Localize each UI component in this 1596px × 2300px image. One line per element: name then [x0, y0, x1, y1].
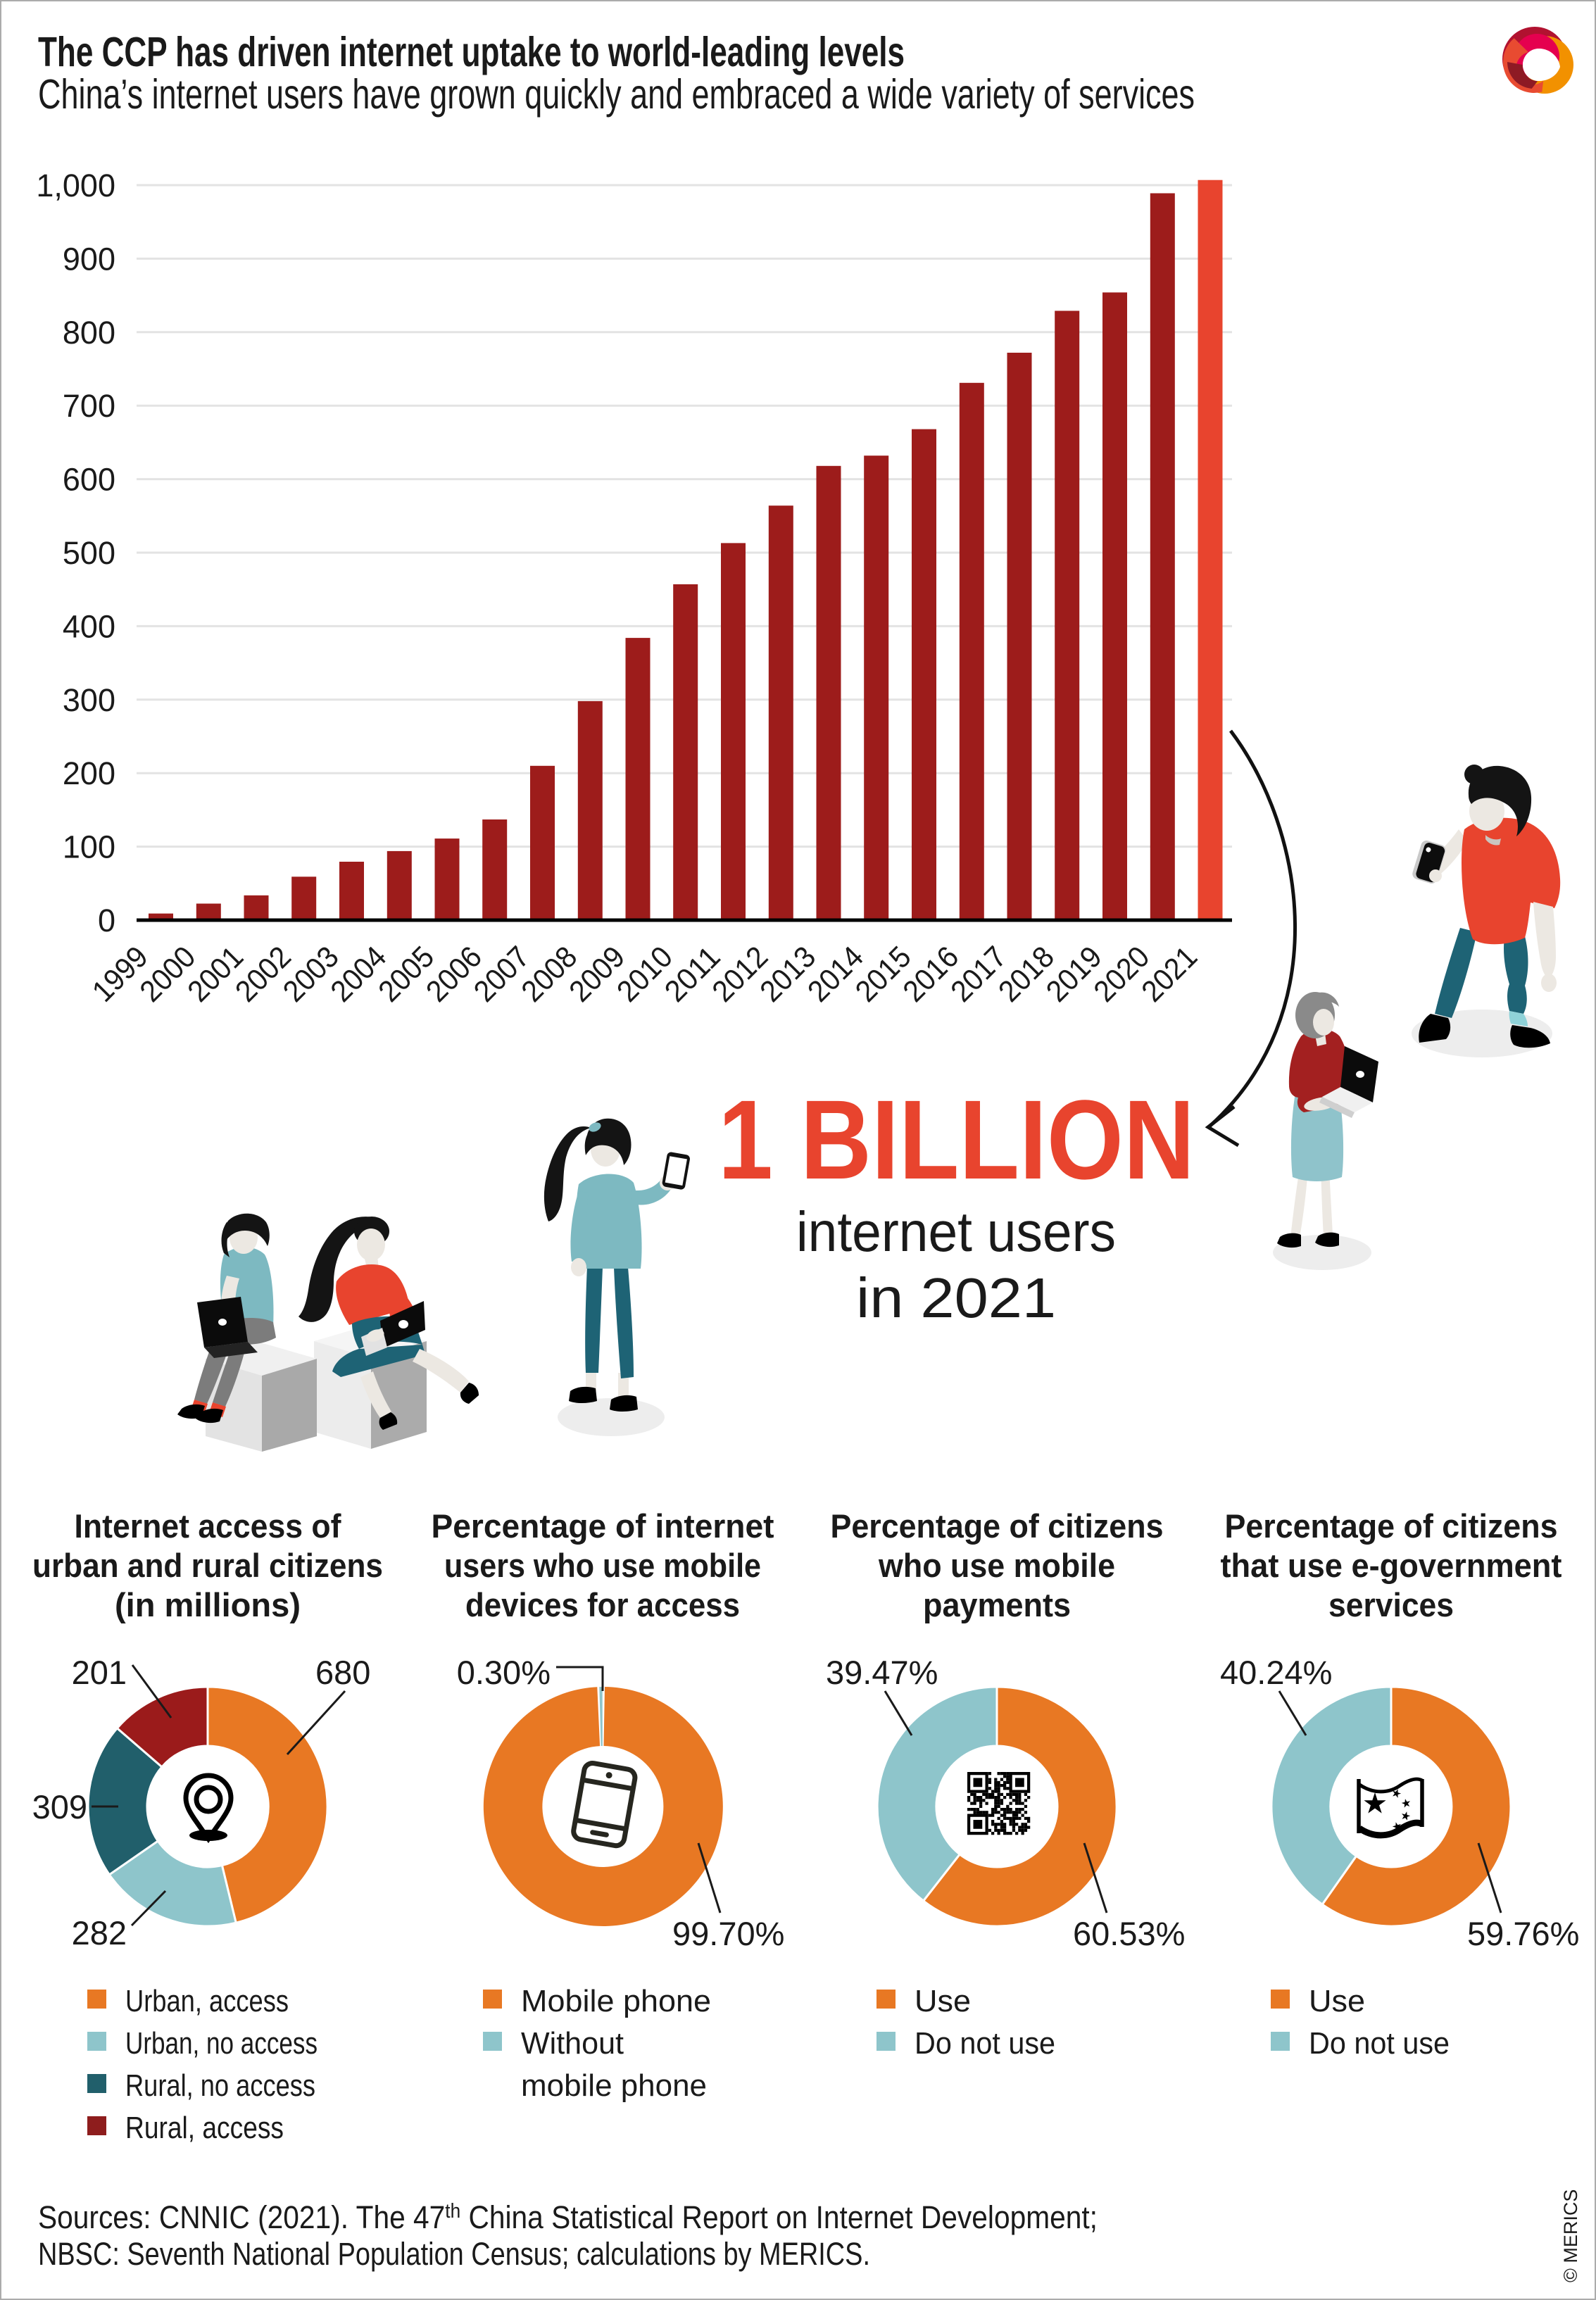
- svg-text:users who use mobile: users who use mobile: [444, 1547, 761, 1584]
- svg-text:The CCP has driven internet up: The CCP has driven internet uptake to wo…: [38, 29, 905, 75]
- svg-text:Do not use: Do not use: [1309, 2026, 1450, 2061]
- svg-text:Mobile phone: Mobile phone: [521, 1984, 711, 2018]
- svg-text:201: 201: [72, 1654, 127, 1691]
- svg-text:that use e-government: that use e-government: [1221, 1547, 1562, 1584]
- svg-text:Internet access of: Internet access of: [75, 1507, 341, 1545]
- svg-text:urban and rural citizens: urban and rural citizens: [32, 1547, 383, 1584]
- svg-text:Percentage of internet: Percentage of internet: [432, 1507, 774, 1545]
- svg-text:devices for access: devices for access: [465, 1586, 740, 1623]
- svg-text:1,000: 1,000: [36, 168, 115, 203]
- svg-text:who use mobile: who use mobile: [878, 1547, 1115, 1584]
- svg-text:(in millions): (in millions): [115, 1586, 301, 1623]
- svg-text:Do not use: Do not use: [915, 2026, 1055, 2061]
- svg-text:Without: Without: [521, 2026, 624, 2061]
- svg-text:Percentage of citizens: Percentage of citizens: [831, 1507, 1164, 1545]
- svg-text:500: 500: [63, 535, 115, 571]
- svg-text:Urban, no access: Urban, no access: [125, 2026, 318, 2061]
- svg-text:40.24%: 40.24%: [1220, 1654, 1332, 1691]
- svg-text:300: 300: [63, 682, 115, 718]
- svg-text:NBSC: Seventh National Populat: NBSC: Seventh National Population Census…: [38, 2236, 870, 2272]
- svg-text:282: 282: [72, 1914, 127, 1952]
- svg-text:600: 600: [63, 462, 115, 498]
- svg-text:680: 680: [315, 1654, 370, 1691]
- svg-text:700: 700: [63, 388, 115, 424]
- svg-text:200: 200: [63, 755, 115, 791]
- svg-text:800: 800: [63, 315, 115, 351]
- svg-text:309: 309: [32, 1788, 87, 1825]
- svg-text:Percentage of citizens: Percentage of citizens: [1225, 1507, 1558, 1545]
- svg-text:mobile phone: mobile phone: [521, 2068, 707, 2103]
- svg-text:Sources: CNNIC (2021). The 47t: Sources: CNNIC (2021). The 47th China St…: [38, 2199, 1098, 2235]
- svg-text:99.70%: 99.70%: [672, 1915, 784, 1952]
- svg-text:in 2021: in 2021: [856, 1267, 1056, 1329]
- svg-text:400: 400: [63, 608, 115, 644]
- svg-text:Use: Use: [1309, 1984, 1365, 2018]
- svg-text:100: 100: [63, 829, 115, 865]
- svg-text:900: 900: [63, 241, 115, 277]
- svg-text:59.76%: 59.76%: [1467, 1915, 1579, 1952]
- svg-text:Use: Use: [915, 1984, 971, 2018]
- svg-text:internet users: internet users: [796, 1200, 1116, 1263]
- svg-text:1 BILLION: 1 BILLION: [718, 1076, 1195, 1202]
- svg-text:0.30%: 0.30%: [457, 1654, 551, 1691]
- svg-text:Rural, access: Rural, access: [125, 2111, 284, 2145]
- svg-text:60.53%: 60.53%: [1073, 1915, 1185, 1952]
- svg-text:0: 0: [98, 903, 115, 938]
- svg-text:Urban, access: Urban, access: [125, 1984, 289, 2018]
- svg-text:39.47%: 39.47%: [826, 1654, 938, 1691]
- svg-text:payments: payments: [923, 1586, 1071, 1623]
- svg-text:services: services: [1328, 1586, 1454, 1623]
- svg-text:© MERICS: © MERICS: [1560, 2189, 1581, 2282]
- svg-text:Rural, no access: Rural, no access: [125, 2068, 315, 2103]
- svg-text:China’s internet users have gr: China’s internet users have grown quickl…: [38, 71, 1195, 118]
